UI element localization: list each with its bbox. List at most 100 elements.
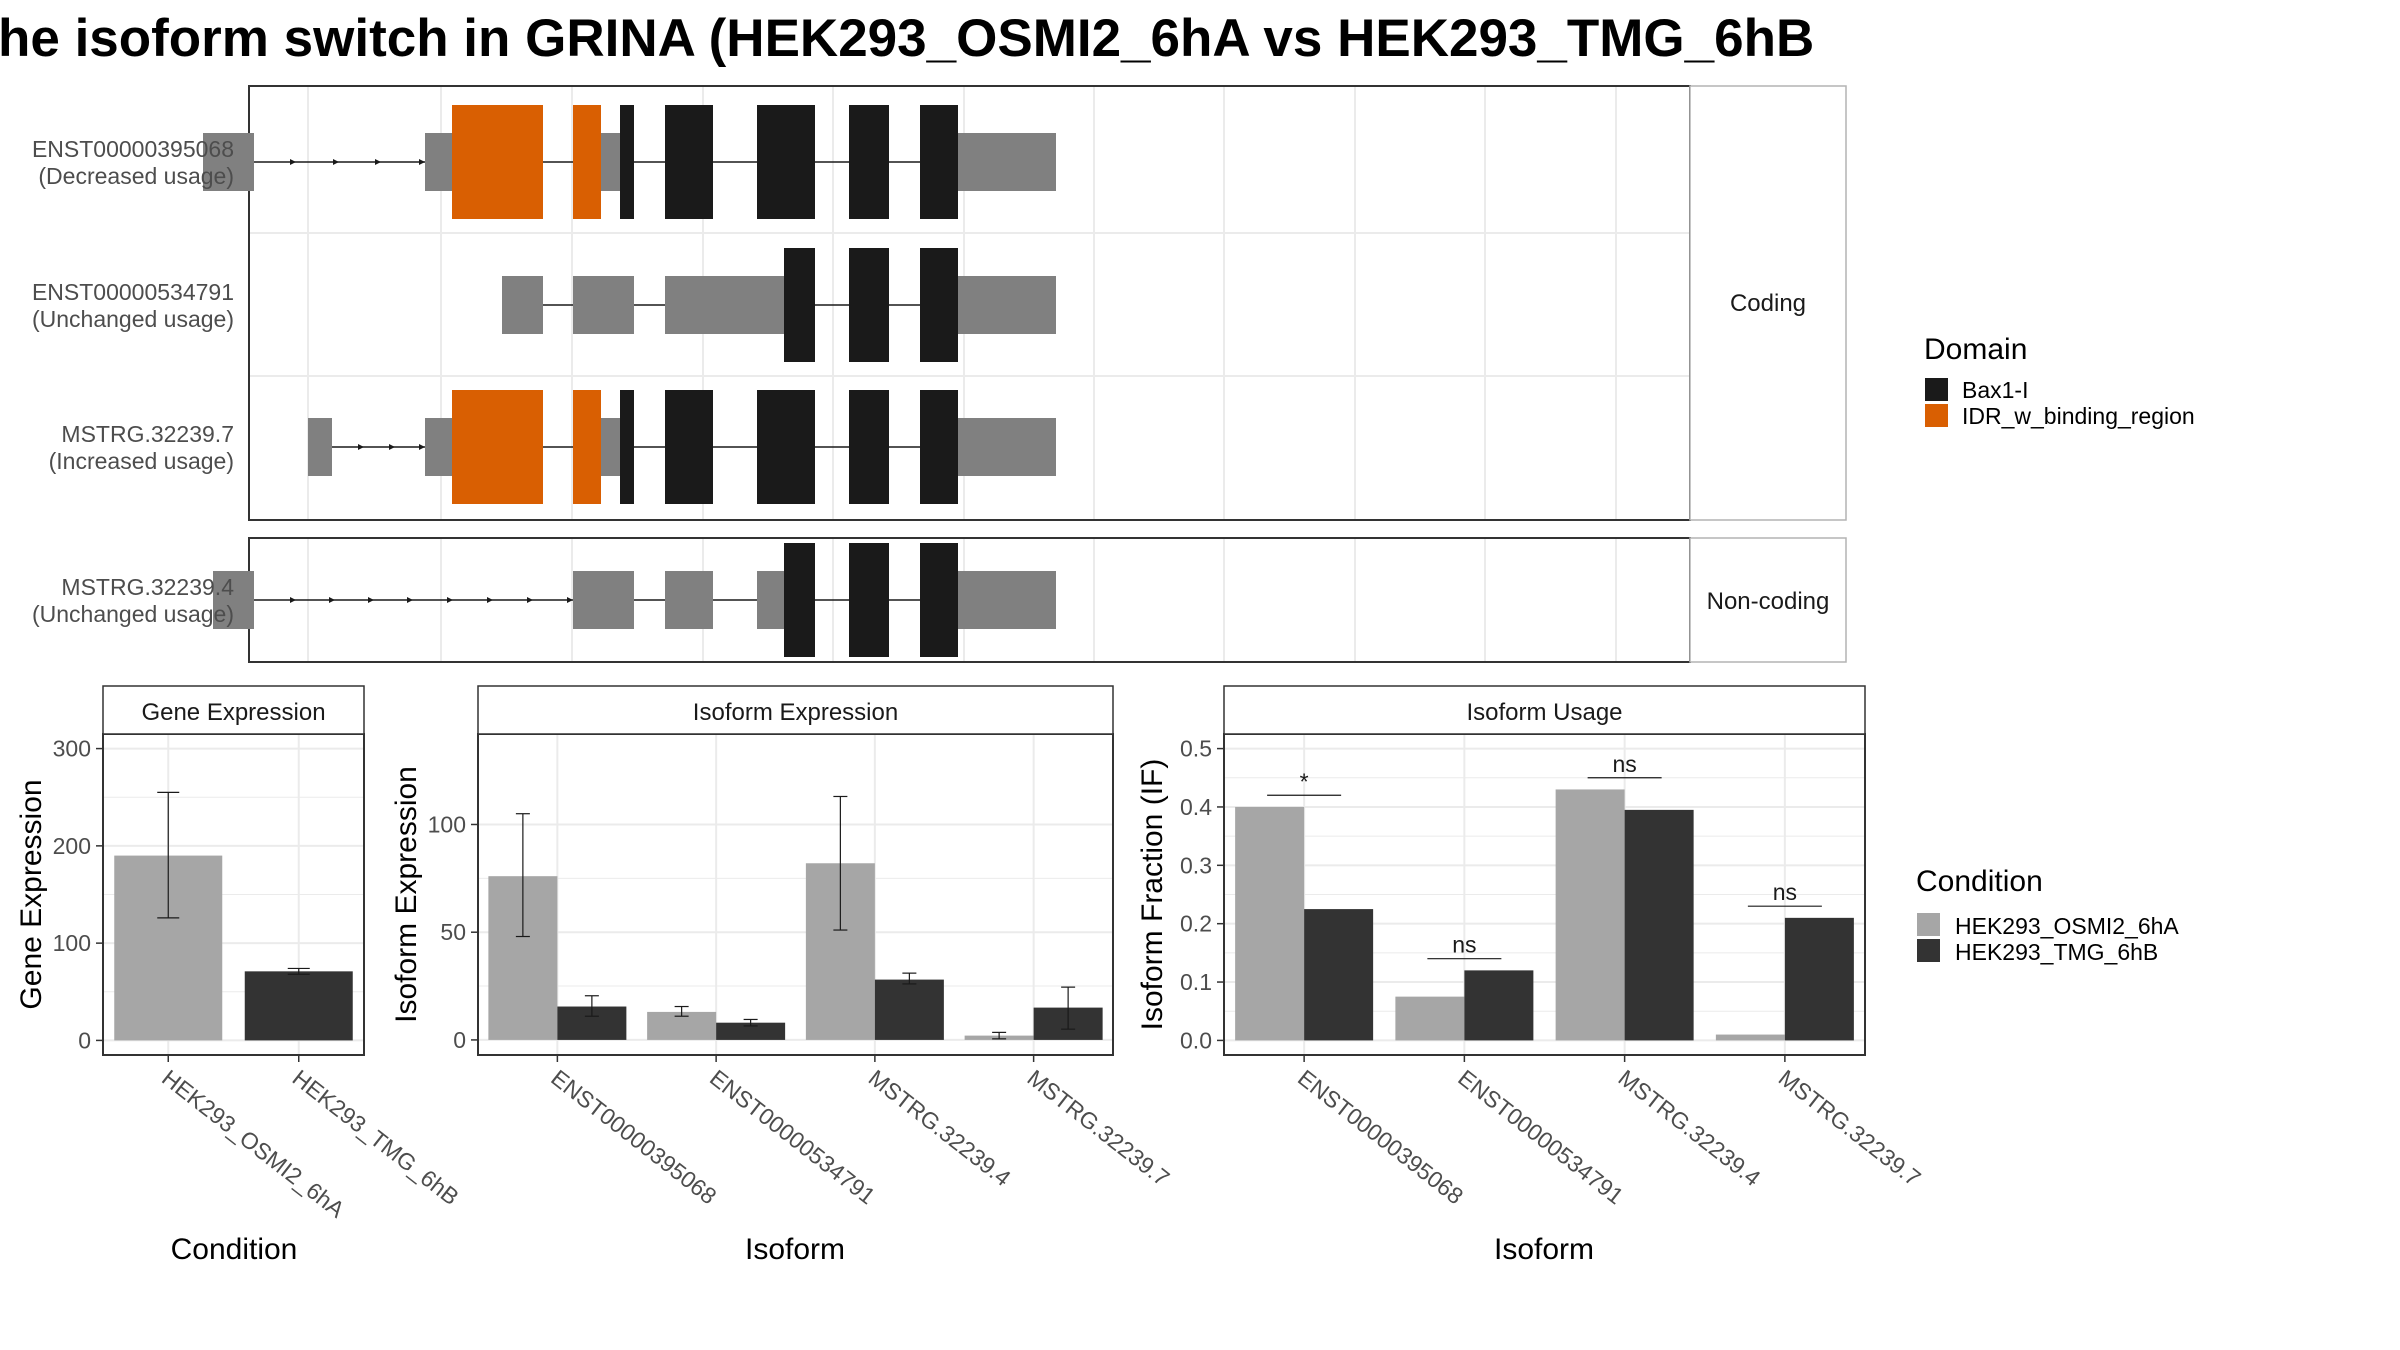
bar (244, 971, 353, 1041)
utr-exon (600, 133, 621, 191)
x-tick-label: MSTRG.32239.7 (1774, 1064, 1926, 1191)
bax1-domain-exon (920, 543, 958, 657)
bar (716, 1022, 786, 1040)
domain-legend-label-idr: IDR_w_binding_region (1962, 403, 2195, 429)
intron-arrow (358, 444, 364, 450)
bax1-domain-exon (849, 248, 889, 362)
x-tick-label: MSTRG.32239.4 (1614, 1064, 1766, 1191)
intron-arrow (290, 159, 296, 165)
intron-arrow (487, 597, 493, 603)
intron-arrow (447, 597, 453, 603)
x-tick-label: ENST00000395068 (1293, 1064, 1468, 1209)
y-axis-title: Isoform Fraction (IF) (1136, 759, 1169, 1031)
bax1-domain-exon (920, 248, 958, 362)
bax1-domain-exon (757, 105, 815, 219)
utr-exon (956, 571, 1056, 629)
intron-arrow (333, 159, 339, 165)
condition-legend-label-b: HEK293_TMG_6hB (1955, 939, 2158, 965)
intron-arrow (407, 597, 413, 603)
y-tick-label: 50 (440, 919, 466, 945)
bax1-domain-exon (920, 105, 958, 219)
y-tick-label: 0.1 (1180, 969, 1212, 995)
bar-panel-isoform-expression: Isoform Expression 0 50 100 ENST00000395068E… (390, 685, 1175, 1266)
bax1-domain-exon (849, 105, 889, 219)
y-tick-label: 100 (428, 811, 466, 837)
intron-arrow (419, 159, 425, 165)
structure-coding-panel: Coding (203, 85, 1847, 521)
intron-arrow (290, 597, 296, 603)
utr-exon (308, 418, 332, 476)
utr-exon (665, 276, 784, 334)
idr-domain-exon (452, 105, 543, 219)
bax1-domain-exon (784, 248, 815, 362)
panel-title: Isoform Usage (1466, 699, 1622, 726)
x-axis-title: Condition (171, 1233, 298, 1266)
transcript-id-label: ENST00000534791 (32, 279, 234, 305)
domain-legend-label-bax: Bax1-I (1962, 377, 2028, 403)
x-tick-label: ENST00000534791 (705, 1064, 880, 1209)
condition-legend-title: Condition (1916, 865, 2043, 898)
transcript-ENST00000395068 (203, 105, 1056, 219)
intron-arrow (389, 444, 395, 450)
bar (1555, 789, 1625, 1041)
bar-panel-isoform-usage: * ns ns ns Isoform Usage 0.0 0.1 0.2 0.3 0.4 0.5 EN… (1136, 685, 1926, 1266)
transcript-id-label: MSTRG.32239.7 (61, 421, 234, 447)
condition-legend-swatch-b (1917, 939, 1940, 962)
panel-strip (102, 685, 365, 735)
utr-exon (665, 571, 713, 629)
bar (874, 979, 944, 1040)
intron-arrow (419, 444, 425, 450)
bar (1715, 1034, 1785, 1041)
domain-legend: Domain Bax1-I IDR_w_binding_region (1924, 333, 2195, 429)
panel-title: Isoform Expression (693, 699, 898, 726)
plot-area (478, 734, 1113, 1055)
bax1-domain-exon (757, 390, 815, 504)
utr-exon (757, 571, 784, 629)
bax1-domain-exon (665, 105, 713, 219)
utr-exon (213, 571, 254, 629)
transcript-MSTRG.32239.7 (308, 390, 1056, 504)
transcript-MSTRG.32239.4 (213, 543, 1056, 657)
bar (1235, 806, 1305, 1041)
significance-label: * (1300, 768, 1309, 794)
utr-exon (956, 276, 1056, 334)
transcript-labels: ENST00000395068(Decreased usage) ENST0000… (32, 136, 234, 627)
transcript-id-label: MSTRG.32239.4 (61, 574, 234, 600)
utr-exon (425, 133, 452, 191)
bax1-domain-exon (620, 105, 634, 219)
idr-domain-exon (452, 390, 543, 504)
bar (1784, 917, 1854, 1041)
utr-exon (600, 418, 621, 476)
idr-domain-exon (573, 390, 601, 504)
intron-arrow (368, 597, 374, 603)
panel-strip (477, 685, 1114, 735)
y-tick-label: 0.0 (1180, 1027, 1212, 1053)
y-tick-label: 200 (53, 833, 91, 859)
utr-exon (573, 571, 634, 629)
structure-noncoding-panel: Non-coding (213, 537, 1847, 663)
bax1-domain-exon (920, 390, 958, 504)
bax1-domain-exon (665, 390, 713, 504)
bax1-domain-exon (620, 390, 634, 504)
intron-arrow (375, 159, 381, 165)
intron-arrow (329, 597, 335, 603)
transcript-usage-label: (Unchanged usage) (32, 306, 234, 332)
y-tick-label: 100 (53, 930, 91, 956)
condition-legend-label-a: HEK293_OSMI2_6hA (1955, 913, 2179, 939)
bar (1624, 809, 1694, 1041)
bax1-domain-exon (784, 543, 815, 657)
condition-legend-swatch-a (1917, 913, 1940, 936)
intron-arrow (567, 597, 573, 603)
noncoding-facet-label: Non-coding (1707, 588, 1830, 615)
x-tick-label: ENST00000534791 (1453, 1064, 1628, 1209)
bax1-domain-exon (849, 543, 889, 657)
utr-exon (956, 418, 1056, 476)
figure-title: he isoform switch in GRINA (HEK293_OSMI2… (0, 9, 1814, 68)
x-tick-label: MSTRG.32239.7 (1023, 1064, 1175, 1191)
utr-exon (502, 276, 543, 334)
x-axis-title: Isoform (745, 1233, 845, 1266)
significance-label: ns (1452, 932, 1476, 958)
noncoding-facet-strip (1689, 537, 1847, 663)
y-tick-label: 0 (453, 1027, 466, 1053)
